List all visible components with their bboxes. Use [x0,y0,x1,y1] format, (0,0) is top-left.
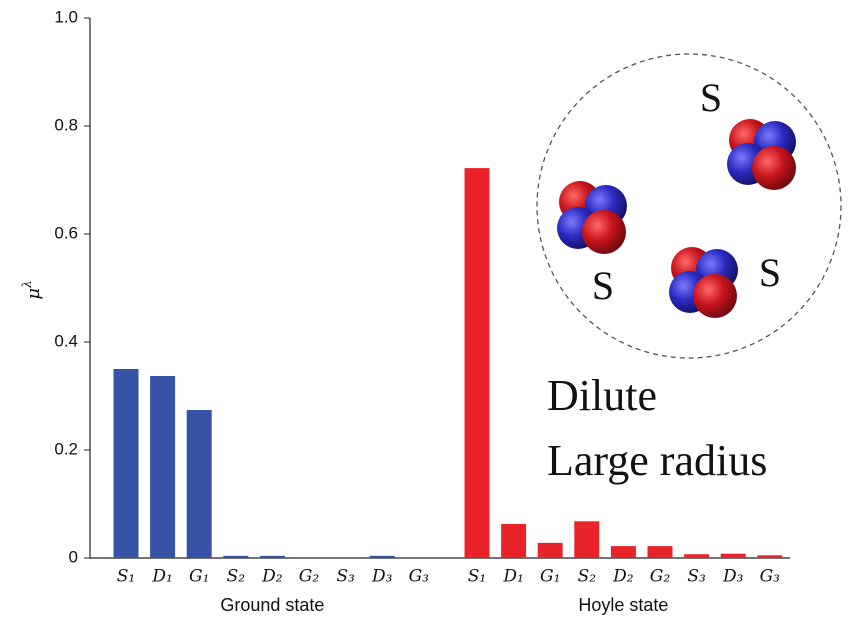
bar [260,556,285,558]
x-tick-label: S₃ [336,567,355,587]
inset-label: S [592,263,614,308]
y-tick-label: 0 [69,547,78,566]
annotation: Large radius [547,436,767,485]
bar [465,168,490,558]
x-tick-label: D₃ [371,567,393,587]
inset-label: S [759,250,781,295]
x-tick-label: G₂ [299,567,320,587]
x-tick-label: D₂ [261,567,283,587]
annotation: Dilute [547,371,657,420]
x-tick-label: D₂ [612,567,634,587]
x-tick-label: D₁ [151,567,172,587]
y-tick-label: 0.8 [54,115,78,134]
y-tick-label: 0.4 [54,331,78,350]
x-tick-label: S₃ [687,567,706,587]
bar [187,410,212,558]
y-axis-label: μλ [20,280,45,299]
bar [574,521,599,558]
alpha-cluster [557,181,627,254]
bar [721,554,746,558]
inset-label: S [700,75,722,120]
x-tick-label: G₂ [650,567,671,587]
bar [757,555,782,558]
bar [501,524,526,558]
bar [370,556,395,558]
bar [684,554,709,558]
x-tick-label: S₁ [117,567,135,587]
x-tick-label: S₂ [227,567,246,587]
alpha-cluster [727,119,796,190]
bar [150,376,175,558]
x-tick-label: D₃ [722,567,744,587]
bar [648,546,673,558]
x-tick-label: G₃ [409,567,430,587]
bar [223,556,248,558]
x-tick-label: S₂ [578,567,597,587]
y-tick-label: 0.6 [54,223,78,242]
alpha-cluster [669,247,738,318]
y-tick-label: 0.2 [54,439,78,458]
x-tick-label: S₁ [468,567,486,587]
chart: S S S Dilute Large radius μλ 0 0.2 0.4 0.6 0… [0,0,858,619]
bar [611,546,636,558]
bar [114,369,139,558]
y-tick-label: 1.0 [54,7,78,26]
bar [538,543,563,558]
group-label: Ground state [220,595,324,615]
group-label: Hoyle state [578,595,668,615]
x-tick-label: G₁ [189,567,209,587]
x-tick-label: G₃ [760,567,781,587]
x-tick-label: G₁ [540,567,560,587]
x-tick-label: D₁ [502,567,523,587]
